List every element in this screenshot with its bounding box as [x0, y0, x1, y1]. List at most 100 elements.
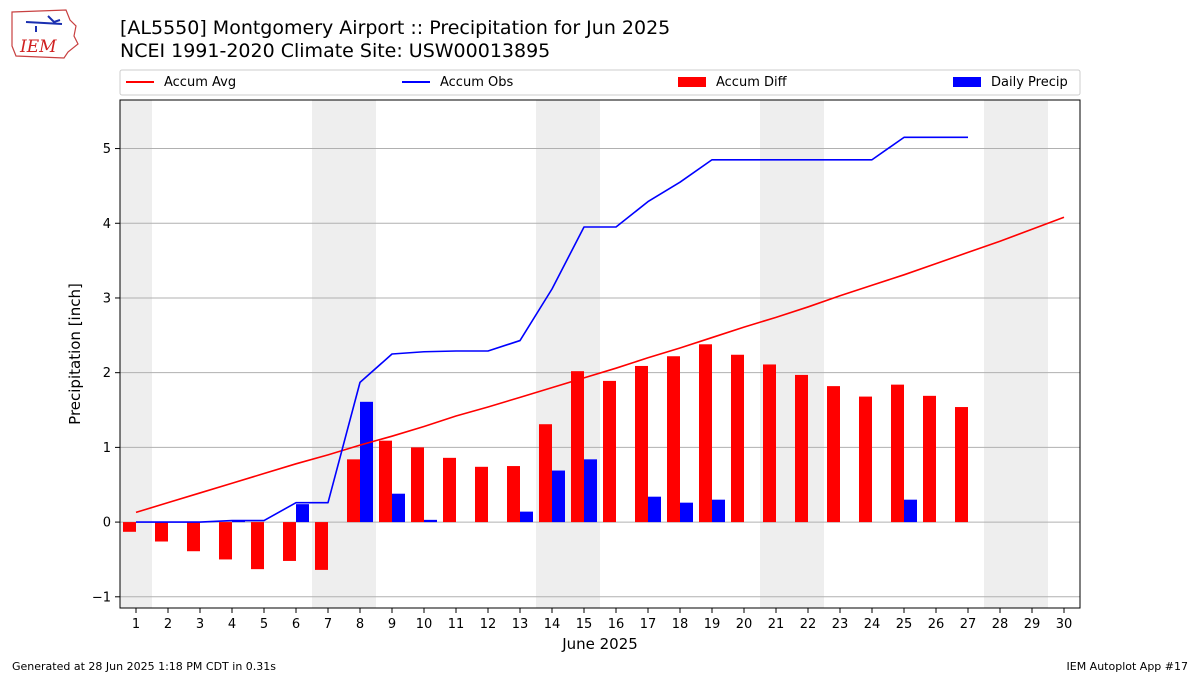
weekend-band-day-15: [568, 100, 600, 608]
accum-diff-bar: [475, 466, 488, 523]
y-tick-label: 5: [103, 142, 111, 157]
weekend-band-day-22: [792, 100, 824, 608]
y-tick-label: 4: [103, 217, 111, 232]
accum-diff-bar: [347, 459, 360, 523]
chart-subtitle: NCEI 1991-2020 Climate Site: USW00013895: [120, 40, 551, 62]
legend-frame: [119, 69, 1081, 96]
x-tick-label: 27: [960, 617, 977, 632]
x-tick-label: 28: [992, 617, 1009, 632]
y-tick-label: 3: [103, 291, 111, 306]
accum-diff-bar: [827, 386, 840, 523]
x-tick-label: 26: [928, 617, 945, 632]
accum-diff-bar: [539, 424, 552, 523]
daily-precip-bar: [296, 504, 309, 523]
x-tick-label: 13: [512, 617, 529, 632]
iem-logo: IEM: [11, 9, 79, 59]
x-tick-label: 23: [832, 617, 849, 632]
weekend-band-day-8: [344, 100, 376, 608]
logo-text: IEM: [19, 37, 57, 57]
accum-diff-bar: [635, 365, 648, 523]
weekend-band-day-28: [984, 100, 1016, 608]
accum-diff-bar: [891, 384, 904, 523]
accum-diff-bar: [379, 440, 392, 523]
generated-footer: Generated at 28 Jun 2025 1:18 PM CDT in …: [12, 660, 277, 673]
x-tick-label: 9: [388, 617, 396, 632]
daily-precip-bar: [392, 493, 405, 523]
accum-diff-bar: [731, 354, 744, 523]
accum-diff-bar: [155, 522, 168, 542]
x-tick-label: 18: [672, 617, 689, 632]
iowa-outline-icon: [11, 9, 79, 59]
accum-diff-bar: [443, 457, 456, 523]
daily-precip-bar: [712, 499, 725, 523]
y-tick-label: 1: [103, 441, 111, 456]
legend-daily-precip-label: Daily Precip: [991, 75, 1068, 90]
accum-avg-line: [135, 216, 1065, 514]
weekend-band-day-21: [760, 100, 792, 608]
x-tick-label: 2: [164, 617, 172, 632]
accum-obs-line: [136, 136, 968, 523]
daily-precip-bar: [520, 511, 533, 523]
legend-accum-diff-swatch: [678, 77, 706, 87]
y-axis-label: Precipitation [inch]: [66, 283, 84, 425]
daily-precip-bar: [360, 401, 373, 523]
app-footer: IEM Autoplot App #17: [1066, 660, 1189, 673]
accum-diff-bar: [219, 522, 232, 560]
accum-diff-bar: [507, 466, 520, 523]
lines: [135, 136, 1065, 523]
accum-diff-bar: [283, 522, 296, 561]
x-tick-label: 4: [228, 617, 236, 632]
legend-accum-obs-label: Accum Obs: [440, 75, 513, 90]
accum-diff-bar: [251, 522, 264, 570]
accum-diff-bar: [571, 371, 584, 523]
legend-accum-diff-label: Accum Diff: [716, 75, 788, 90]
x-tick-label: 25: [896, 617, 913, 632]
x-tick-label: 19: [704, 617, 721, 632]
legend-accum-avg-label: Accum Avg: [164, 75, 236, 90]
accum-diff-bar: [859, 396, 872, 523]
y-tick-label: −1: [92, 590, 111, 605]
x-tick-label: 17: [640, 617, 657, 632]
x-tick-label: 8: [356, 617, 364, 632]
x-tick-label: 7: [324, 617, 332, 632]
accum-diff-bar: [763, 364, 776, 523]
weekend-band-day-14: [536, 100, 568, 608]
x-tick-label: 1: [132, 617, 140, 632]
bars: [123, 344, 968, 570]
x-tick-label: 20: [736, 617, 753, 632]
weekend-band-day-29: [1016, 100, 1048, 608]
x-tick-label: 21: [768, 617, 785, 632]
x-tick-label: 11: [448, 617, 465, 632]
x-tick-label: 22: [800, 617, 817, 632]
legend-daily-precip-swatch: [953, 77, 981, 87]
daily-precip-bar: [648, 496, 661, 523]
daily-precip-bar: [552, 470, 565, 523]
plot-frame: [119, 99, 1081, 609]
accum-diff-bar: [411, 447, 424, 523]
x-tick-label: 15: [576, 617, 593, 632]
x-tick-label: 6: [292, 617, 300, 632]
daily-precip-bar: [584, 459, 597, 523]
x-tick-label: 5: [260, 617, 268, 632]
accum-diff-bar: [955, 407, 968, 523]
accum-diff-bar: [795, 374, 808, 523]
daily-precip-bar: [904, 499, 917, 523]
accum-diff-bar: [603, 380, 616, 523]
legend: Accum Avg Accum Obs Accum Diff Daily Pre…: [119, 69, 1081, 96]
chart-title: [AL5550] Montgomery Airport :: Precipita…: [120, 17, 671, 39]
x-axis-label: June 2025: [561, 635, 638, 653]
accum-diff-bar: [187, 522, 200, 552]
accum-diff-bar: [123, 522, 136, 532]
daily-precip-bar: [424, 519, 437, 523]
x-tick-label: 10: [416, 617, 433, 632]
x-tick-label: 30: [1056, 617, 1073, 632]
x-tick-label: 16: [608, 617, 625, 632]
x-tick-label: 29: [1024, 617, 1041, 632]
y-tick-label: 0: [103, 516, 111, 531]
x-tick-label: 12: [480, 617, 497, 632]
accum-diff-bar: [667, 356, 680, 523]
y-tick-label: 2: [103, 366, 111, 381]
x-tick-label: 24: [864, 617, 881, 632]
